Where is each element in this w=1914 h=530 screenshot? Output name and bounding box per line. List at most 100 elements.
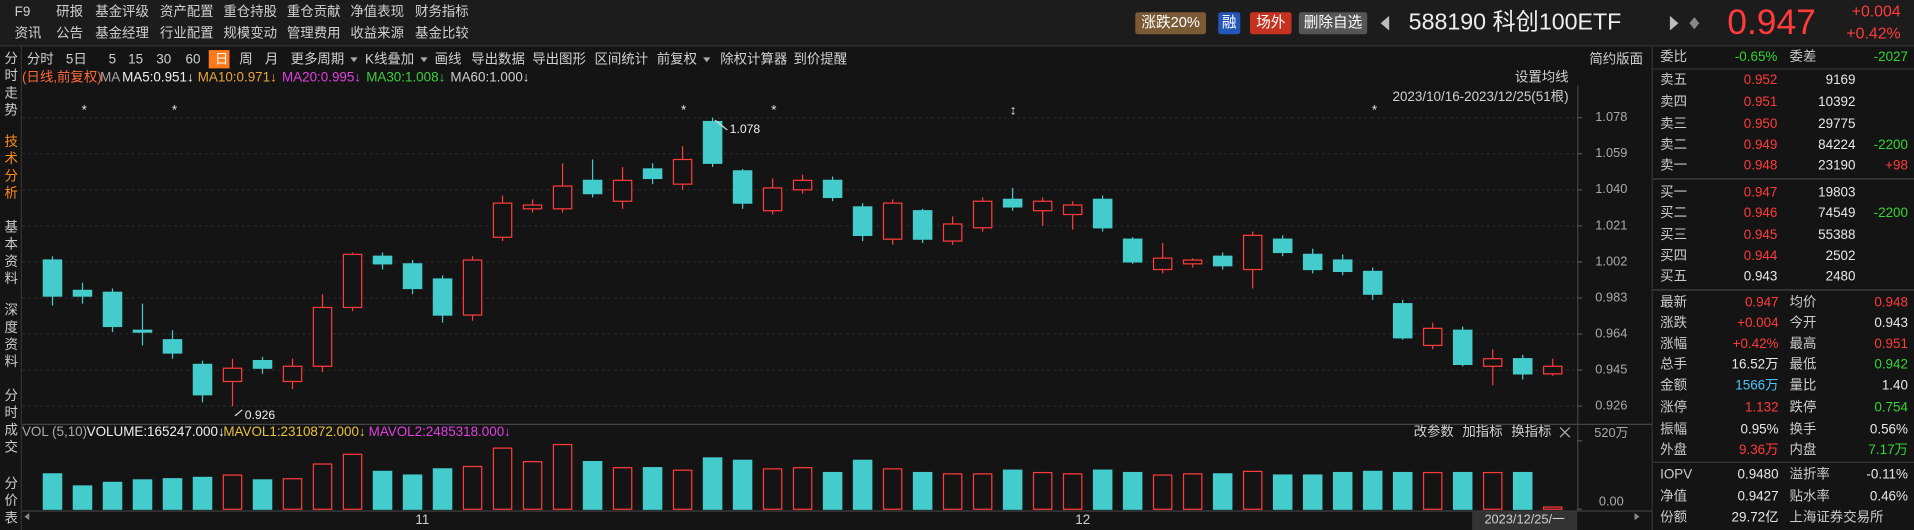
stat-value: -0.11%: [1866, 467, 1908, 482]
scroll-right[interactable]: [1634, 512, 1640, 521]
toolbar-item[interactable]: 区间统计: [594, 51, 648, 66]
button-bg[interactable]: [1298, 12, 1368, 35]
button[interactable]: 删除自选: [1304, 14, 1363, 31]
toolbar-item[interactable]: 60: [186, 51, 201, 66]
active-tab[interactable]: [208, 50, 230, 69]
dropdown-icon[interactable]: [703, 57, 711, 63]
toolbar-item[interactable]: 日: [215, 51, 228, 66]
candle-body: [432, 278, 453, 316]
dropdown-icon[interactable]: [350, 57, 358, 63]
candle-body: [372, 255, 393, 265]
toolbar-item[interactable]: 导出图形: [532, 51, 586, 66]
sidebar-item[interactable]: 基本资料: [2, 219, 18, 289]
sidebar-item[interactable]: 分时成交: [2, 388, 18, 457]
toolbar-item[interactable]: 5日: [66, 51, 87, 66]
menu-item[interactable]: F9: [15, 4, 31, 19]
volume-bar: [642, 467, 663, 510]
stat-value: 0.943: [1874, 315, 1908, 330]
menu-icon[interactable]: [1689, 17, 1700, 30]
prev-icon[interactable]: [1380, 15, 1390, 31]
volume-button[interactable]: 改参数: [1414, 423, 1455, 439]
ma-legend: MA20:0.995↓: [282, 70, 361, 85]
button-bg[interactable]: [1135, 12, 1207, 35]
toolbar-item[interactable]: 到价提醒: [793, 51, 847, 66]
date-range: 2023/10/16-2023/12/25(51根): [1393, 89, 1569, 104]
button-bg[interactable]: [1249, 12, 1292, 35]
candle-body: [42, 259, 63, 297]
ma-legend: MA5:0.951↓: [122, 70, 194, 85]
menu-item[interactable]: 财务指标: [415, 4, 469, 19]
stat-label: 最高: [1790, 335, 1817, 351]
volume-bar: [402, 474, 423, 510]
toolbar-item[interactable]: 画线: [435, 51, 462, 66]
sidebar-item[interactable]: 分价表: [2, 476, 18, 527]
menu-item[interactable]: 基金比较: [415, 25, 469, 41]
stat-label: 净值: [1660, 489, 1687, 504]
volume: 23190: [1818, 158, 1855, 173]
menu-item[interactable]: 公告: [56, 26, 83, 41]
menu-item[interactable]: 资产配置: [160, 4, 214, 19]
scroll-left[interactable]: [24, 512, 30, 521]
stat-label: 贴水率: [1790, 488, 1830, 504]
toolbar-item[interactable]: 30: [156, 51, 171, 66]
volume-legend: VOL (5,10): [22, 424, 87, 439]
sidebar-item[interactable]: 技术分析: [2, 134, 18, 203]
candle-body: [102, 291, 123, 328]
toolbar-item[interactable]: 分时: [27, 51, 54, 66]
menu-item[interactable]: 研报: [56, 4, 83, 19]
next-icon[interactable]: [1669, 15, 1679, 31]
volume-bar: [1182, 473, 1203, 510]
menu-item[interactable]: 净值表现: [350, 4, 404, 19]
volume: 19803: [1818, 184, 1855, 199]
toolbar-item[interactable]: 周: [239, 51, 252, 66]
menu-item[interactable]: 基金评级: [95, 3, 149, 19]
menu-item[interactable]: 规模变动: [223, 26, 277, 41]
sidebar-item[interactable]: 深度资料: [2, 303, 18, 372]
stat-label: 最低: [1790, 357, 1817, 372]
price: 0.952: [1744, 72, 1778, 87]
dropdown-icon[interactable]: [420, 57, 428, 63]
toolbar-item[interactable]: 5: [109, 51, 116, 66]
volume-bar: [162, 478, 183, 510]
ma-settings[interactable]: 设置均线: [1515, 70, 1569, 85]
stat-value: 1.40: [1882, 377, 1908, 392]
candle-body: [1062, 204, 1083, 216]
toolbar-item[interactable]: K线叠加: [365, 51, 414, 66]
button[interactable]: 场外: [1256, 14, 1286, 31]
menu-item[interactable]: 行业配置: [160, 26, 214, 41]
volume-button[interactable]: 加指标: [1462, 424, 1502, 439]
stat-label: 金额: [1660, 377, 1687, 392]
button[interactable]: 涨跌20%: [1141, 14, 1200, 31]
volume-button[interactable]: 换指标: [1511, 424, 1551, 439]
volume-bar: [1512, 471, 1533, 510]
menu-item[interactable]: 管理费用: [287, 26, 341, 41]
menu-item[interactable]: 收益来源: [350, 26, 404, 41]
button[interactable]: 融: [1222, 14, 1237, 31]
toolbar-item[interactable]: 月: [265, 51, 278, 66]
volume-bar: [912, 471, 933, 510]
toolbar-item[interactable]: 除权计算器: [720, 50, 788, 66]
toolbar-right[interactable]: 简约版面: [1589, 50, 1643, 66]
candle-body: [732, 170, 753, 204]
y-tick-label: 1.059: [1595, 145, 1627, 160]
volume-bar: [1002, 469, 1023, 510]
stat-value: 9.36万: [1739, 442, 1779, 457]
toolbar-item[interactable]: 前复权: [657, 50, 697, 66]
label: 卖五: [1660, 72, 1687, 87]
volume-bar: [1542, 506, 1563, 510]
menu-item[interactable]: 重仓贡献: [287, 4, 341, 19]
toolbar-item[interactable]: 更多周期: [291, 50, 345, 66]
stat-value: 0.56%: [1870, 421, 1908, 436]
button-bg[interactable]: [1218, 12, 1241, 35]
candle-body: [702, 120, 723, 164]
close-icon[interactable]: [1559, 426, 1571, 438]
menu-item[interactable]: 基金经理: [95, 25, 149, 41]
toolbar-item[interactable]: 导出数据: [471, 51, 525, 66]
menu-item[interactable]: 重仓持股: [223, 4, 277, 19]
stat-value: 0.9427: [1738, 489, 1779, 504]
toolbar-item[interactable]: 15: [128, 51, 143, 66]
stat-label: 涨停: [1660, 398, 1687, 414]
menu-item[interactable]: 资讯: [15, 26, 42, 41]
sidebar-item[interactable]: 分时走势: [2, 51, 18, 120]
